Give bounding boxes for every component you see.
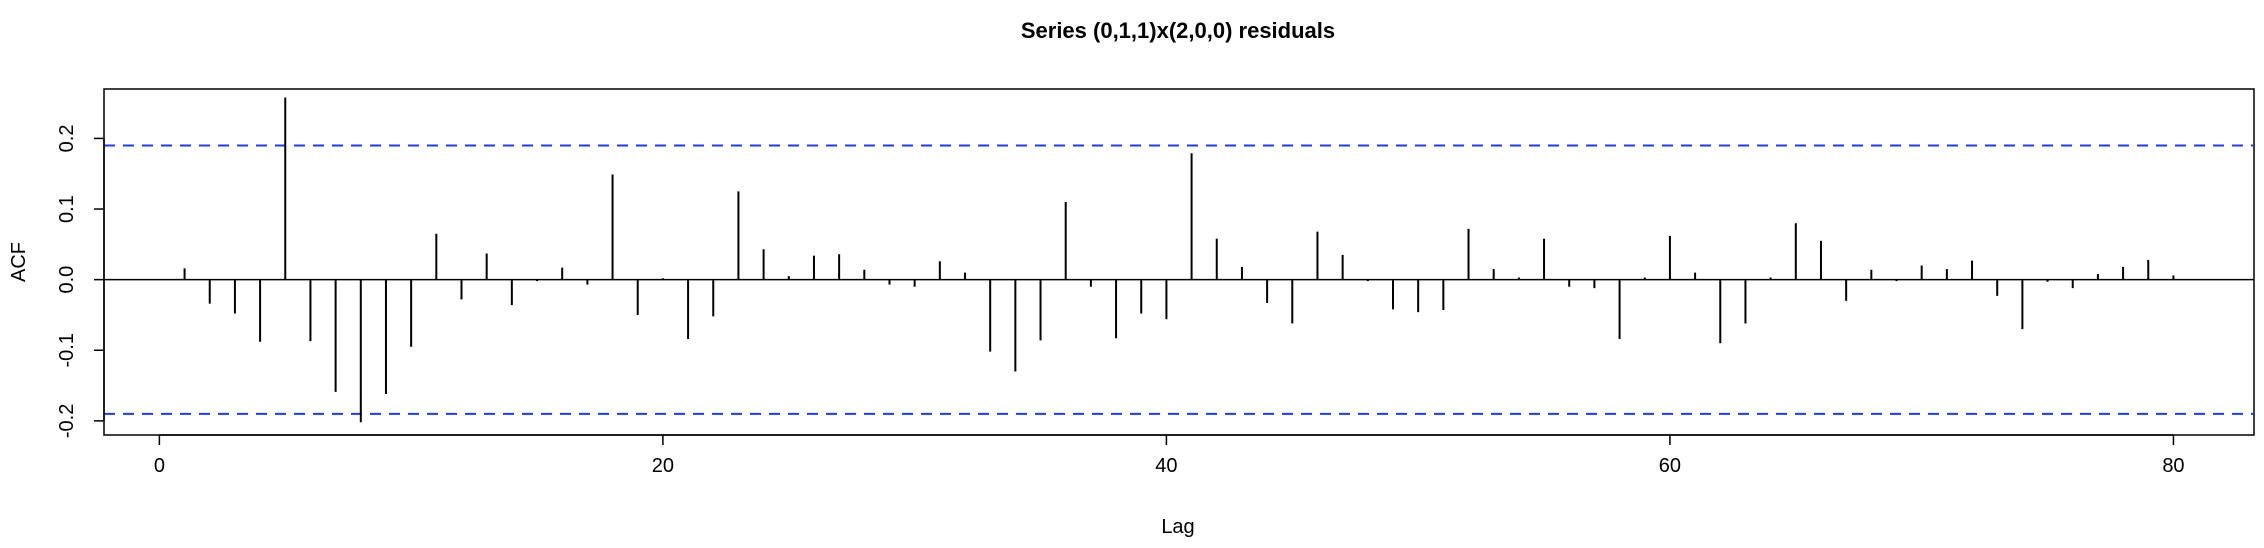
y-tick-label: 0.0 xyxy=(56,266,78,294)
x-tick-label: 60 xyxy=(1659,455,1681,477)
x-axis: 0 20 40 60 80 xyxy=(154,434,2185,477)
y-tick-label: -0.1 xyxy=(56,333,78,367)
x-tick-label: 0 xyxy=(154,455,165,477)
y-axis: -0.2 -0.1 0.0 0.1 0.2 xyxy=(56,125,105,438)
confidence-bands xyxy=(104,144,2254,415)
acf-bars xyxy=(183,97,2175,423)
x-tick-label: 80 xyxy=(2162,455,2184,477)
plot-frame xyxy=(103,88,2255,436)
x-axis-label: Lag xyxy=(1161,516,1194,538)
x-tick-label: 40 xyxy=(1155,455,1177,477)
y-axis-label: ACF xyxy=(8,242,30,282)
y-tick-label: 0.1 xyxy=(56,195,78,223)
y-tick-label: -0.2 xyxy=(56,404,78,438)
chart-title: Series (0,1,1)x(2,0,0) residuals xyxy=(1021,18,1335,43)
x-tick-label: 20 xyxy=(652,455,674,477)
y-tick-label: 0.2 xyxy=(56,125,78,153)
